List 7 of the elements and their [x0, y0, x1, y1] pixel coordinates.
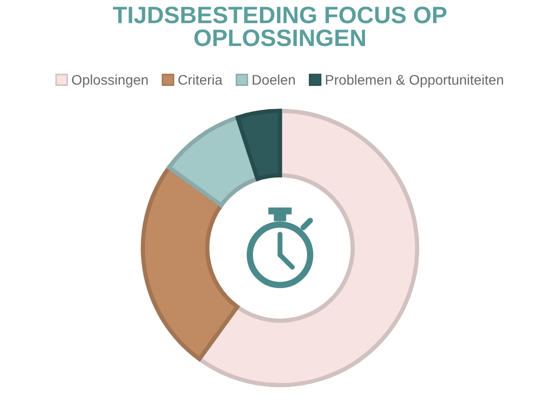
legend-label: Oplossingen [72, 74, 148, 88]
legend-label: Criteria [178, 74, 222, 85]
chart-title: TIJDSBESTEDING FOCUS OP OPLOSSINGEN [113, 6, 446, 46]
legend-label: Doelen [252, 74, 295, 85]
donut-slice [140, 165, 240, 362]
donut-slice [197, 108, 420, 388]
legend-label: Problemen & Opportuniteiten [326, 74, 504, 88]
